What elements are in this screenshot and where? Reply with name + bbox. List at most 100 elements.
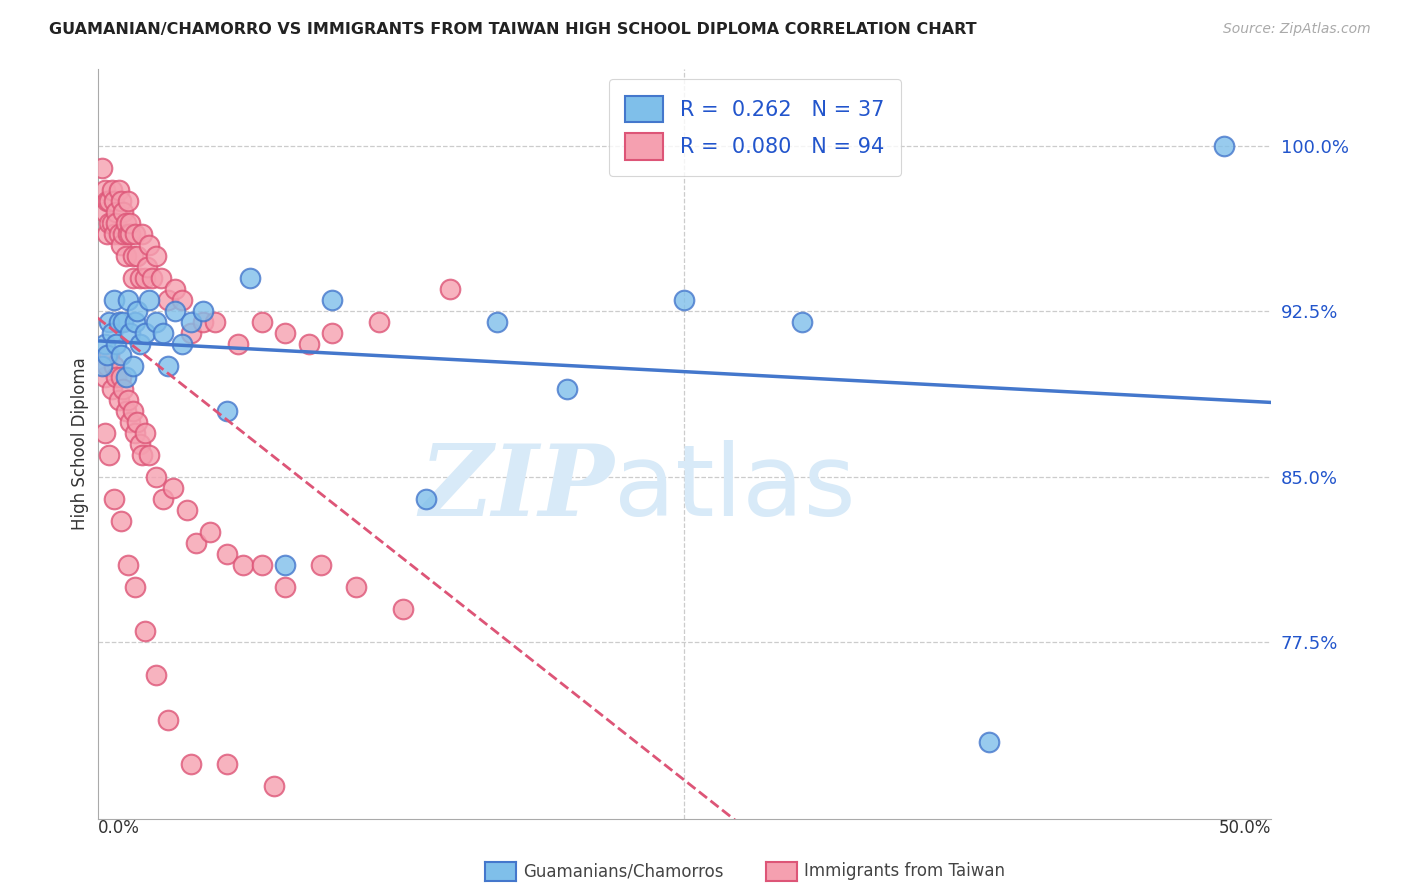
Point	[138, 293, 160, 308]
Text: atlas: atlas	[614, 441, 855, 537]
Point	[145, 668, 167, 682]
Point	[107, 315, 129, 329]
Point	[120, 216, 142, 230]
Point	[193, 315, 215, 329]
Point	[131, 448, 153, 462]
Point	[93, 205, 115, 219]
Point	[128, 337, 150, 351]
Text: Guamanians/Chamorros: Guamanians/Chamorros	[523, 863, 724, 880]
Point	[170, 293, 193, 308]
Point	[124, 425, 146, 440]
Point	[138, 238, 160, 252]
Point	[117, 194, 139, 208]
Text: 0.0%: 0.0%	[97, 819, 139, 837]
Point	[103, 491, 125, 506]
Point	[124, 315, 146, 329]
Point	[186, 536, 208, 550]
Point	[250, 558, 273, 572]
Point	[112, 205, 135, 219]
Point	[96, 359, 118, 374]
Point	[274, 326, 297, 341]
Point	[100, 183, 122, 197]
Point	[163, 282, 186, 296]
Point	[117, 293, 139, 308]
Point	[215, 547, 238, 561]
Point	[121, 403, 143, 417]
Point	[321, 326, 343, 341]
Point	[110, 194, 132, 208]
Point	[98, 194, 121, 208]
Point	[124, 227, 146, 241]
Point	[107, 183, 129, 197]
Point	[152, 491, 174, 506]
Point	[368, 315, 391, 329]
Point	[156, 293, 179, 308]
Point	[103, 194, 125, 208]
Point	[121, 249, 143, 263]
Point	[128, 271, 150, 285]
Point	[415, 491, 437, 506]
Point	[215, 756, 238, 771]
Point	[98, 348, 121, 362]
Point	[120, 326, 142, 341]
Point	[96, 348, 118, 362]
Point	[134, 271, 156, 285]
Point	[127, 415, 149, 429]
Point	[121, 359, 143, 374]
Point	[124, 580, 146, 594]
Point	[170, 337, 193, 351]
Point	[162, 481, 184, 495]
Point	[145, 315, 167, 329]
Point	[180, 315, 202, 329]
Point	[555, 382, 578, 396]
Point	[107, 392, 129, 407]
Point	[127, 249, 149, 263]
Point	[176, 503, 198, 517]
Point	[105, 370, 128, 384]
Point	[152, 326, 174, 341]
Point	[91, 161, 114, 175]
Point	[112, 315, 135, 329]
Point	[134, 326, 156, 341]
Point	[117, 558, 139, 572]
Point	[274, 558, 297, 572]
Point	[114, 403, 136, 417]
Point	[120, 227, 142, 241]
Point	[141, 271, 163, 285]
Point	[321, 293, 343, 308]
Point	[215, 403, 238, 417]
Point	[163, 304, 186, 318]
Point	[117, 227, 139, 241]
Point	[121, 271, 143, 285]
Point	[96, 227, 118, 241]
Point	[1213, 138, 1236, 153]
Point	[120, 415, 142, 429]
Point	[979, 734, 1001, 748]
Point	[485, 315, 508, 329]
Point	[145, 249, 167, 263]
Point	[114, 216, 136, 230]
Point	[110, 514, 132, 528]
Legend: R =  0.262   N = 37, R =  0.080   N = 94: R = 0.262 N = 37, R = 0.080 N = 94	[609, 78, 901, 177]
Point	[96, 194, 118, 208]
Point	[391, 602, 413, 616]
Point	[105, 337, 128, 351]
Point	[127, 304, 149, 318]
Point	[298, 337, 321, 351]
Point	[105, 216, 128, 230]
Point	[344, 580, 367, 594]
Point	[110, 348, 132, 362]
Point	[134, 624, 156, 639]
Point	[239, 271, 262, 285]
Point	[93, 370, 115, 384]
Point	[93, 337, 115, 351]
Point	[790, 315, 813, 329]
Point	[149, 271, 172, 285]
Point	[193, 304, 215, 318]
Point	[114, 370, 136, 384]
Point	[156, 359, 179, 374]
Point	[105, 205, 128, 219]
Point	[100, 382, 122, 396]
Point	[93, 183, 115, 197]
Text: Source: ZipAtlas.com: Source: ZipAtlas.com	[1223, 22, 1371, 37]
